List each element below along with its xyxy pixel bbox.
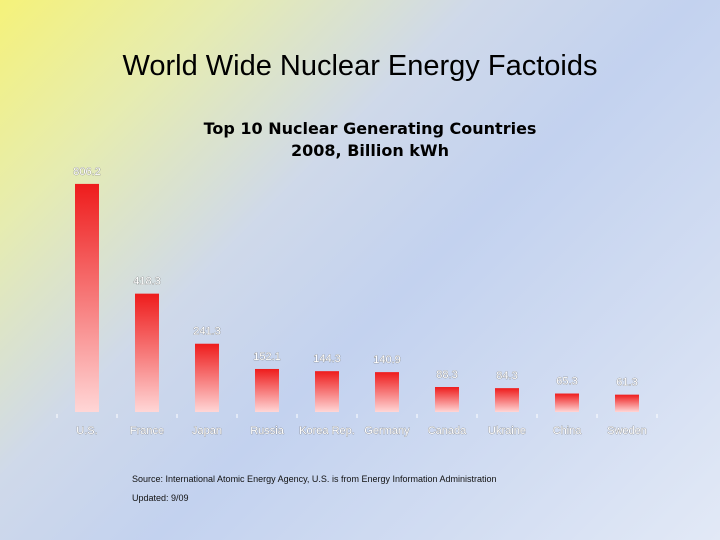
slide-title: World Wide Nuclear Energy Factoids — [122, 50, 598, 82]
bar-russia — [255, 368, 279, 412]
value-label: 241.3 — [193, 326, 221, 338]
value-label: 84.3 — [496, 370, 517, 382]
category-label: Canada — [428, 425, 467, 437]
bar-sweden — [615, 394, 639, 412]
chart-title: Top 10 Nuclear Generating Countries 2008… — [0, 118, 720, 162]
category-label: Japan — [192, 425, 222, 437]
bar-germany — [375, 372, 399, 412]
chart-title-line2: 2008, Billion kWh — [291, 141, 449, 160]
bar-u-s — [75, 183, 99, 412]
value-label: 144.3 — [313, 353, 341, 365]
category-label: Russia — [250, 425, 285, 437]
bar-china — [555, 393, 579, 412]
bar-japan — [195, 343, 219, 412]
bar-korea-rep — [315, 371, 339, 412]
value-label: 806.2 — [73, 166, 101, 178]
category-label: Germany — [364, 425, 410, 437]
bar-france — [135, 293, 159, 412]
value-label: 152.1 — [253, 351, 281, 363]
value-label: 88.3 — [436, 369, 457, 381]
category-label: Ukraine — [488, 425, 526, 437]
chart-title-line1: Top 10 Nuclear Generating Countries — [203, 119, 537, 138]
category-label: Sweden — [607, 425, 647, 437]
category-label: China — [553, 425, 583, 437]
category-label: U.S. — [76, 425, 97, 437]
value-label: 140.9 — [373, 354, 401, 366]
category-label: Korea Rep. — [299, 425, 355, 437]
value-label: 65.3 — [556, 376, 577, 388]
value-label: 61.3 — [616, 377, 637, 389]
bar-canada — [435, 387, 459, 412]
bar-ukraine — [495, 388, 519, 412]
category-label: France — [130, 425, 164, 437]
updated-note: Updated: 9/09 — [132, 493, 189, 503]
value-label: 418.3 — [133, 276, 161, 288]
source-note: Source: International Atomic Energy Agen… — [132, 474, 497, 484]
